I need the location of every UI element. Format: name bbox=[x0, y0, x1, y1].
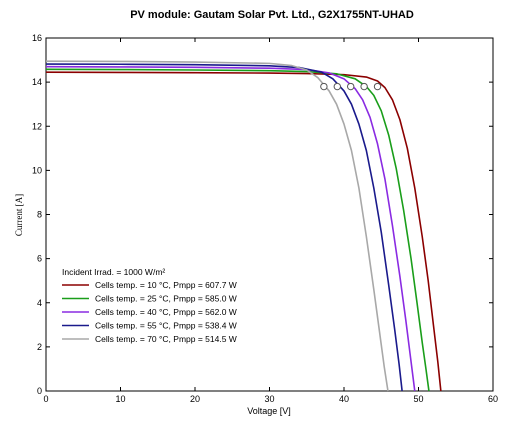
mpp-marker bbox=[333, 82, 341, 91]
legend-entry-label: Cells temp. = 25 °C, Pmpp = 585.0 W bbox=[95, 294, 237, 304]
x-tick-label: 0 bbox=[43, 394, 48, 404]
y-tick-label: 6 bbox=[37, 254, 42, 264]
x-axis-label: Voltage [V] bbox=[247, 406, 291, 416]
y-axis-label: Current [A] bbox=[14, 194, 24, 236]
mpp-marker bbox=[373, 82, 382, 91]
mpp-marker bbox=[320, 82, 328, 91]
x-tick-label: 50 bbox=[413, 394, 423, 404]
y-tick-label: 2 bbox=[37, 342, 42, 352]
series-group bbox=[45, 60, 442, 392]
legend-entry-label: Cells temp. = 10 °C, Pmpp = 607.7 W bbox=[95, 280, 237, 290]
y-tick-label: 0 bbox=[37, 386, 42, 396]
legend-entry-label: Cells temp. = 55 °C, Pmpp = 538.4 W bbox=[95, 321, 237, 331]
series-line bbox=[45, 60, 389, 392]
x-tick-label: 10 bbox=[115, 394, 125, 404]
y-tick-label: 4 bbox=[37, 298, 42, 308]
x-tick-label: 60 bbox=[488, 394, 498, 404]
legend-entry-label: Cells temp. = 40 °C, Pmpp = 562.0 W bbox=[95, 307, 237, 317]
legend: Cells temp. = 10 °C, Pmpp = 607.7 W Cells… bbox=[62, 280, 237, 344]
y-tick-label: 16 bbox=[32, 33, 42, 43]
series-line bbox=[45, 68, 430, 392]
mpp-marker bbox=[347, 82, 355, 91]
y-tick-label: 10 bbox=[32, 165, 42, 175]
axis-ticks: 0 10 20 30 40 50 60 0 2 4 6 8 10 12 14 16 bbox=[32, 33, 498, 404]
x-tick-label: 20 bbox=[190, 394, 200, 404]
series-line bbox=[45, 71, 442, 392]
x-tick-label: 40 bbox=[339, 394, 349, 404]
series-line bbox=[45, 63, 403, 392]
series-line bbox=[45, 65, 416, 392]
x-tick-label: 30 bbox=[264, 394, 274, 404]
legend-entry-label: Cells temp. = 70 °C, Pmpp = 514.5 W bbox=[95, 334, 237, 344]
y-tick-label: 12 bbox=[32, 121, 42, 131]
y-tick-label: 14 bbox=[32, 77, 42, 87]
irradiance-annotation: Incident Irrad. = 1000 W/m² bbox=[62, 267, 165, 277]
y-tick-label: 8 bbox=[37, 210, 42, 220]
mpp-markers bbox=[320, 82, 382, 91]
chart-title: PV module: Gautam Solar Pvt. Ltd., G2X17… bbox=[130, 9, 414, 21]
mpp-marker bbox=[360, 82, 368, 91]
